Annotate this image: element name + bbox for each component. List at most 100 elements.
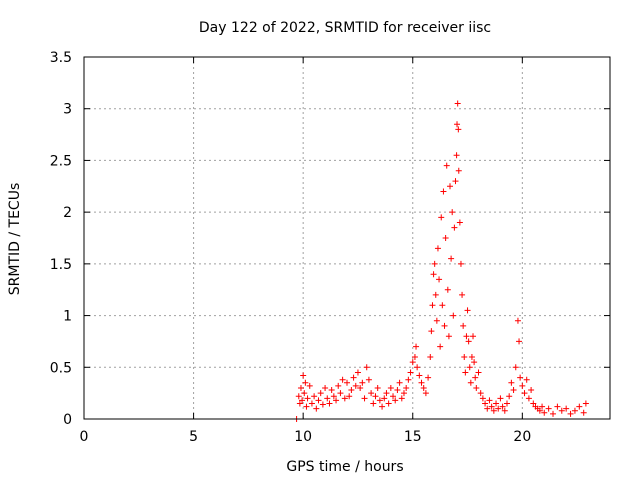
data-point [326,400,333,407]
data-point [455,126,462,133]
data-point [433,317,440,324]
x-tick-label: 5 [189,429,198,445]
data-point [427,353,434,360]
data-point [392,397,399,404]
data-point [405,376,412,383]
y-tick-label: 0 [63,412,72,428]
data-point [308,400,315,407]
data-point [465,338,472,345]
data-point [357,384,364,391]
data-point [437,343,444,350]
data-point [352,382,359,389]
data-point [301,390,308,397]
data-point [514,317,521,324]
y-tick-label: 0.5 [50,360,72,376]
data-point [451,224,458,231]
data-point [319,401,326,408]
data-point [330,393,337,400]
data-point [303,403,310,410]
y-tick-label: 1 [63,309,72,325]
data-point [431,260,438,267]
data-point [372,393,379,400]
data-point [439,302,446,309]
data-point [374,384,381,391]
data-point [337,390,344,397]
data-point [454,100,461,107]
data-point [452,178,459,185]
data-point [499,403,506,410]
data-point [459,291,466,298]
data-point [344,379,350,386]
data-point [409,359,416,366]
data-point [516,338,523,345]
data-point [545,405,552,412]
data-point [422,390,429,397]
data-point [416,372,423,379]
data-point [297,384,304,391]
data-point [501,407,508,414]
data-point [490,407,497,414]
data-point [400,390,407,397]
x-axis-label: GPS time / hours [286,459,403,475]
data-point [396,379,403,386]
data-point [407,369,414,376]
data-point [477,390,484,397]
data-point [523,376,530,383]
data-point [473,384,480,391]
data-point [302,379,309,386]
x-tick-label: 10 [294,429,312,445]
data-point [512,364,519,371]
data-point [580,409,587,416]
x-tick-label: 15 [404,429,422,445]
data-point [486,397,493,404]
data-point [454,121,461,128]
data-point [430,271,437,278]
data-point [447,183,454,190]
data-point [576,403,583,410]
data-point [315,397,322,404]
data-point [322,384,329,391]
data-point [521,390,528,397]
data-point [300,372,307,379]
data-point [571,407,578,414]
data-point [383,390,390,397]
data-point [295,393,302,400]
data-point [508,379,515,386]
data-point [558,407,565,414]
data-point [350,374,357,381]
data-point [493,400,500,407]
data-point [381,395,388,402]
data-point [541,409,548,416]
data-point [411,353,418,360]
data-point [365,376,372,383]
data-point [440,188,447,195]
data-point [519,382,526,389]
data-point [530,400,537,407]
data-point [442,235,449,241]
data-point [484,405,491,412]
data-point [434,245,441,252]
y-tick-label: 2 [63,205,72,221]
y-tick-label: 3.5 [50,50,72,66]
data-point [455,167,462,174]
data-point [436,276,443,283]
data-point [466,364,473,371]
data-point [495,405,502,412]
data-point [390,393,397,400]
data-point [370,400,377,407]
data-point [471,359,478,366]
data-point [311,393,318,400]
data-point [379,403,386,410]
data-point [462,369,469,376]
data-point [457,260,464,267]
data-point [376,397,383,404]
axes: 0 5 10 15 20 0 0.5 1 1.5 2 2.5 3 3.5 [50,50,611,445]
data-point [468,353,475,360]
data-point [510,387,517,394]
data-point [497,395,504,402]
data-point [448,255,455,262]
data-point [470,333,477,340]
data-point [413,343,420,350]
data-point [438,214,445,221]
data-point [339,376,346,383]
